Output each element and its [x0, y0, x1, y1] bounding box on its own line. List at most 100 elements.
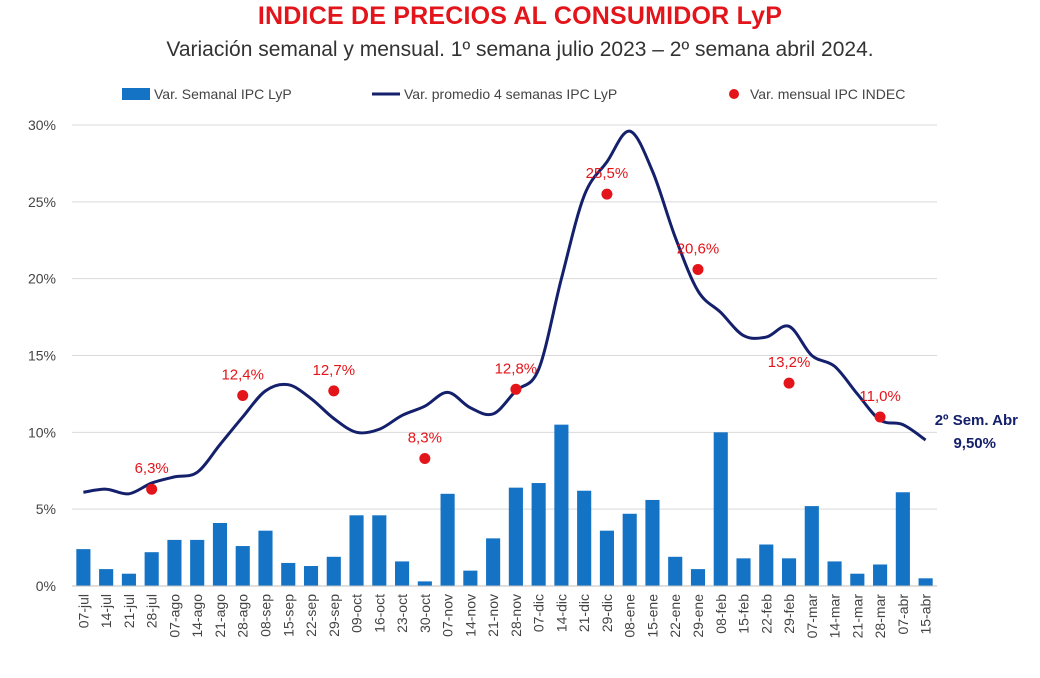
x-axis: 07-jul 14-jul 21-jul 28-jul 07-ago 14-ago 21-a… — [72, 585, 937, 639]
x-tick-label: 15-sep — [280, 594, 296, 637]
x-tick-label: 07-nov — [440, 594, 456, 637]
bar — [212, 522, 228, 586]
series-line — [83, 129, 927, 496]
legend-swatch-bar — [122, 88, 150, 100]
bar — [690, 569, 706, 586]
x-tick-label: 14-nov — [462, 594, 478, 637]
bar — [713, 432, 728, 586]
data-label: 12,8% — [495, 360, 538, 377]
data-point — [692, 263, 704, 275]
x-tick-label: 21-nov — [485, 594, 501, 637]
bar — [918, 578, 933, 586]
legend-label: Var. mensual IPC INDEC — [750, 86, 905, 102]
data-point — [510, 383, 522, 395]
bar — [622, 513, 637, 586]
y-tick-label: 10% — [28, 424, 56, 440]
x-tick-label: 07-dic — [531, 594, 547, 632]
bar — [463, 570, 478, 586]
bar — [873, 564, 888, 586]
bar — [258, 530, 273, 586]
data-point — [783, 377, 795, 389]
x-tick-label: 21-dic — [576, 594, 592, 632]
bar — [235, 546, 250, 586]
x-tick-label: 22-ene — [667, 594, 683, 638]
data-label: 20,6% — [677, 240, 720, 257]
legend: Var. Semanal IPC LyP Var. promedio 4 sema… — [122, 86, 905, 102]
bar — [554, 424, 569, 586]
x-tick-label: 23-oct — [394, 594, 410, 633]
y-axis: 0% 5% 10% 15% 20% 25% 30% — [28, 117, 56, 594]
x-tick-label: 22-sep — [303, 594, 319, 637]
chart-title: INDICE DE PRECIOS AL CONSUMIDOR LyP — [257, 2, 783, 30]
annotation-line-2: 9,50% — [953, 435, 996, 452]
bar — [190, 539, 205, 586]
x-tick-label: 28-mar — [872, 594, 888, 639]
data-label: 13,2% — [768, 354, 811, 371]
bar — [577, 490, 592, 586]
bar — [440, 493, 455, 586]
chart-subtitle: Variación semanal y mensual. 1º semana j… — [166, 38, 874, 61]
data-label: 11,0% — [859, 388, 900, 405]
dot-series: 6,3% 12,4% 12,7% 8,3% 12,8% 25,5% 20,6% 13,2% 11… — [135, 165, 901, 495]
bar — [144, 552, 159, 586]
bar — [281, 562, 296, 586]
data-label: 6,3% — [135, 460, 169, 477]
line-series — [83, 129, 927, 496]
data-point — [328, 385, 340, 397]
x-tick-label: 22-feb — [758, 594, 774, 634]
data-point — [874, 411, 886, 423]
x-tick-label: 28-ago — [235, 594, 251, 638]
x-tick-label: 16-oct — [371, 594, 387, 633]
bar — [736, 558, 751, 586]
x-tick-label: 29-ene — [690, 594, 706, 638]
x-tick-label: 08-sep — [257, 594, 273, 637]
x-tick-label: 28-jul — [144, 594, 160, 628]
bar — [668, 556, 683, 586]
bar — [508, 487, 523, 586]
x-tick-label: 07-jul — [75, 594, 91, 628]
legend-label: Var. promedio 4 semanas IPC LyP — [404, 86, 617, 102]
x-tick-label: 07-ago — [166, 594, 182, 638]
x-tick-label: 08-feb — [713, 594, 729, 634]
data-point — [419, 452, 431, 464]
y-tick-label: 15% — [28, 348, 56, 364]
bar — [850, 573, 865, 586]
y-tick-label: 0% — [36, 578, 56, 594]
bar — [895, 492, 910, 586]
bar — [121, 573, 136, 586]
x-tick-label: 30-oct — [417, 594, 433, 633]
bar — [326, 556, 341, 586]
bar — [167, 539, 182, 586]
annotation-line-1: 2º Sem. Abr — [935, 412, 1018, 429]
bar — [372, 515, 387, 586]
x-tick-label: 09-oct — [349, 594, 365, 633]
bar — [76, 549, 91, 586]
x-tick-label: 07-mar — [804, 594, 820, 639]
bar — [759, 544, 774, 586]
x-tick-label: 14-dic — [553, 594, 569, 632]
bar-series — [76, 424, 933, 586]
bar — [349, 515, 364, 586]
x-tick-label: 07-abr — [895, 594, 911, 635]
x-tick-label: 28-nov — [508, 594, 524, 637]
y-tick-label: 30% — [28, 117, 56, 133]
bar — [599, 530, 614, 586]
x-tick-label: 21-mar — [849, 594, 865, 639]
x-tick-label: 08-ene — [622, 594, 638, 638]
x-tick-label: 29-feb — [781, 594, 797, 634]
y-tick-label: 20% — [28, 271, 56, 287]
y-tick-label: 25% — [28, 194, 56, 210]
x-tick-label: 14-jul — [98, 594, 114, 628]
data-label: 8,3% — [408, 429, 442, 446]
x-tick-label: 29-sep — [326, 594, 342, 637]
data-label: 25,5% — [586, 165, 629, 182]
x-tick-label: 29-dic — [599, 594, 615, 632]
data-point — [601, 188, 613, 200]
bar — [531, 483, 546, 586]
data-label: 12,4% — [221, 366, 264, 383]
bar — [645, 499, 660, 586]
bar — [417, 581, 432, 586]
data-label: 12,7% — [313, 362, 356, 379]
data-point — [237, 389, 249, 401]
